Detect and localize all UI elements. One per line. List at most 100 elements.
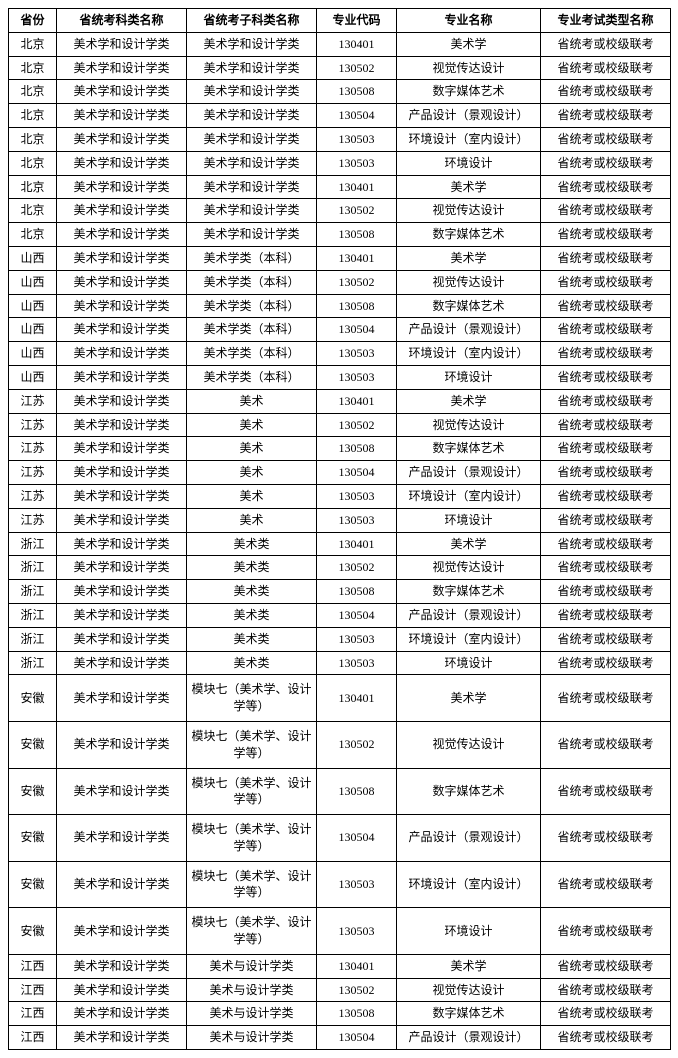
table-cell: 130503 xyxy=(317,861,397,908)
table-row: 山西美术学和设计学类美术学类（本科）130503环境设计省统考或校级联考 xyxy=(9,365,671,389)
table-cell: 山西 xyxy=(9,294,57,318)
table-cell: 美术学和设计学类 xyxy=(187,56,317,80)
table-cell: 北京 xyxy=(9,199,57,223)
table-cell: 数字媒体艺术 xyxy=(397,1002,541,1026)
col-header-major-name: 专业名称 xyxy=(397,9,541,33)
table-row: 浙江美术学和设计学类美术类130504产品设计（景观设计）省统考或校级联考 xyxy=(9,603,671,627)
col-header-exam-type: 专业考试类型名称 xyxy=(541,9,671,33)
table-cell: 130508 xyxy=(317,80,397,104)
table-cell: 环境设计 xyxy=(397,908,541,955)
table-cell: 省统考或校级联考 xyxy=(541,461,671,485)
col-header-major-code: 专业代码 xyxy=(317,9,397,33)
table-cell: 美术学类（本科） xyxy=(187,294,317,318)
table-cell: 美术类 xyxy=(187,532,317,556)
table-cell: 省统考或校级联考 xyxy=(541,151,671,175)
table-row: 江西美术学和设计学类美术与设计学类130502视觉传达设计省统考或校级联考 xyxy=(9,978,671,1002)
table-row: 北京美术学和设计学类美术学和设计学类130401美术学省统考或校级联考 xyxy=(9,175,671,199)
table-cell: 美术学和设计学类 xyxy=(57,80,187,104)
table-cell: 模块七（美术学、设计学等） xyxy=(187,815,317,862)
table-cell: 130401 xyxy=(317,32,397,56)
table-cell: 浙江 xyxy=(9,627,57,651)
table-cell: 美术学和设计学类 xyxy=(57,484,187,508)
table-cell: 产品设计（景观设计） xyxy=(397,603,541,627)
table-cell: 浙江 xyxy=(9,603,57,627)
table-cell: 省统考或校级联考 xyxy=(541,80,671,104)
table-cell: 130502 xyxy=(317,56,397,80)
table-cell: 省统考或校级联考 xyxy=(541,815,671,862)
table-body: 北京美术学和设计学类美术学和设计学类130401美术学省统考或校级联考北京美术学… xyxy=(9,32,671,1049)
table-cell: 省统考或校级联考 xyxy=(541,56,671,80)
table-cell: 130504 xyxy=(317,318,397,342)
table-cell: 美术学和设计学类 xyxy=(57,532,187,556)
table-row: 北京美术学和设计学类美术学和设计学类130503环境设计省统考或校级联考 xyxy=(9,151,671,175)
table-row: 江苏美术学和设计学类美术130504产品设计（景观设计）省统考或校级联考 xyxy=(9,461,671,485)
table-row: 浙江美术学和设计学类美术类130502视觉传达设计省统考或校级联考 xyxy=(9,556,671,580)
table-cell: 130502 xyxy=(317,556,397,580)
table-cell: 模块七（美术学、设计学等） xyxy=(187,675,317,722)
table-cell: 视觉传达设计 xyxy=(397,413,541,437)
table-row: 北京美术学和设计学类美术学和设计学类130502视觉传达设计省统考或校级联考 xyxy=(9,56,671,80)
table-cell: 美术学和设计学类 xyxy=(57,1002,187,1026)
table-cell: 江苏 xyxy=(9,461,57,485)
table-cell: 省统考或校级联考 xyxy=(541,270,671,294)
table-cell: 美术学和设计学类 xyxy=(57,151,187,175)
table-row: 北京美术学和设计学类美术学和设计学类130508数字媒体艺术省统考或校级联考 xyxy=(9,223,671,247)
table-cell: 模块七（美术学、设计学等） xyxy=(187,721,317,768)
table-cell: 山西 xyxy=(9,270,57,294)
col-header-exam-subcategory: 省统考子科类名称 xyxy=(187,9,317,33)
table-cell: 产品设计（景观设计） xyxy=(397,461,541,485)
table-cell: 130503 xyxy=(317,651,397,675)
table-cell: 130503 xyxy=(317,508,397,532)
table-row: 江苏美术学和设计学类美术130401美术学省统考或校级联考 xyxy=(9,389,671,413)
table-cell: 江西 xyxy=(9,1026,57,1050)
table-cell: 省统考或校级联考 xyxy=(541,721,671,768)
table-cell: 130502 xyxy=(317,978,397,1002)
table-cell: 美术与设计学类 xyxy=(187,954,317,978)
table-row: 北京美术学和设计学类美术学和设计学类130504产品设计（景观设计）省统考或校级… xyxy=(9,104,671,128)
table-cell: 北京 xyxy=(9,151,57,175)
table-cell: 山西 xyxy=(9,342,57,366)
table-cell: 美术学和设计学类 xyxy=(187,104,317,128)
table-cell: 美术学和设计学类 xyxy=(57,342,187,366)
table-cell: 山西 xyxy=(9,246,57,270)
table-cell: 美术类 xyxy=(187,556,317,580)
table-row: 江苏美术学和设计学类美术130503环境设计省统考或校级联考 xyxy=(9,508,671,532)
table-cell: 美术学和设计学类 xyxy=(57,675,187,722)
table-cell: 130502 xyxy=(317,270,397,294)
table-cell: 130508 xyxy=(317,223,397,247)
table-row: 安徽美术学和设计学类模块七（美术学、设计学等）130508数字媒体艺术省统考或校… xyxy=(9,768,671,815)
table-cell: 130401 xyxy=(317,246,397,270)
table-row: 安徽美术学和设计学类模块七（美术学、设计学等）130503环境设计（室内设计）省… xyxy=(9,861,671,908)
table-cell: 浙江 xyxy=(9,556,57,580)
table-cell: 江苏 xyxy=(9,389,57,413)
table-cell: 数字媒体艺术 xyxy=(397,768,541,815)
table-row: 浙江美术学和设计学类美术类130503环境设计省统考或校级联考 xyxy=(9,651,671,675)
table-cell: 省统考或校级联考 xyxy=(541,175,671,199)
table-cell: 江西 xyxy=(9,978,57,1002)
table-cell: 浙江 xyxy=(9,532,57,556)
table-cell: 美术学和设计学类 xyxy=(57,246,187,270)
table-cell: 北京 xyxy=(9,104,57,128)
table-cell: 安徽 xyxy=(9,675,57,722)
table-row: 安徽美术学和设计学类模块七（美术学、设计学等）130401美术学省统考或校级联考 xyxy=(9,675,671,722)
table-row: 山西美术学和设计学类美术学类（本科）130401美术学省统考或校级联考 xyxy=(9,246,671,270)
table-cell: 美术与设计学类 xyxy=(187,978,317,1002)
table-cell: 安徽 xyxy=(9,908,57,955)
table-cell: 美术 xyxy=(187,413,317,437)
table-cell: 省统考或校级联考 xyxy=(541,294,671,318)
table-cell: 130504 xyxy=(317,104,397,128)
table-cell: 130401 xyxy=(317,954,397,978)
table-cell: 美术学和设计学类 xyxy=(57,580,187,604)
table-cell: 美术学和设计学类 xyxy=(57,651,187,675)
table-cell: 省统考或校级联考 xyxy=(541,223,671,247)
table-row: 浙江美术学和设计学类美术类130401美术学省统考或校级联考 xyxy=(9,532,671,556)
table-cell: 视觉传达设计 xyxy=(397,721,541,768)
table-cell: 省统考或校级联考 xyxy=(541,246,671,270)
table-row: 山西美术学和设计学类美术学类（本科）130508数字媒体艺术省统考或校级联考 xyxy=(9,294,671,318)
table-cell: 浙江 xyxy=(9,580,57,604)
table-cell: 安徽 xyxy=(9,768,57,815)
table-cell: 数字媒体艺术 xyxy=(397,437,541,461)
table-cell: 美术学和设计学类 xyxy=(57,908,187,955)
table-cell: 美术学和设计学类 xyxy=(187,175,317,199)
table-cell: 美术学和设计学类 xyxy=(57,437,187,461)
